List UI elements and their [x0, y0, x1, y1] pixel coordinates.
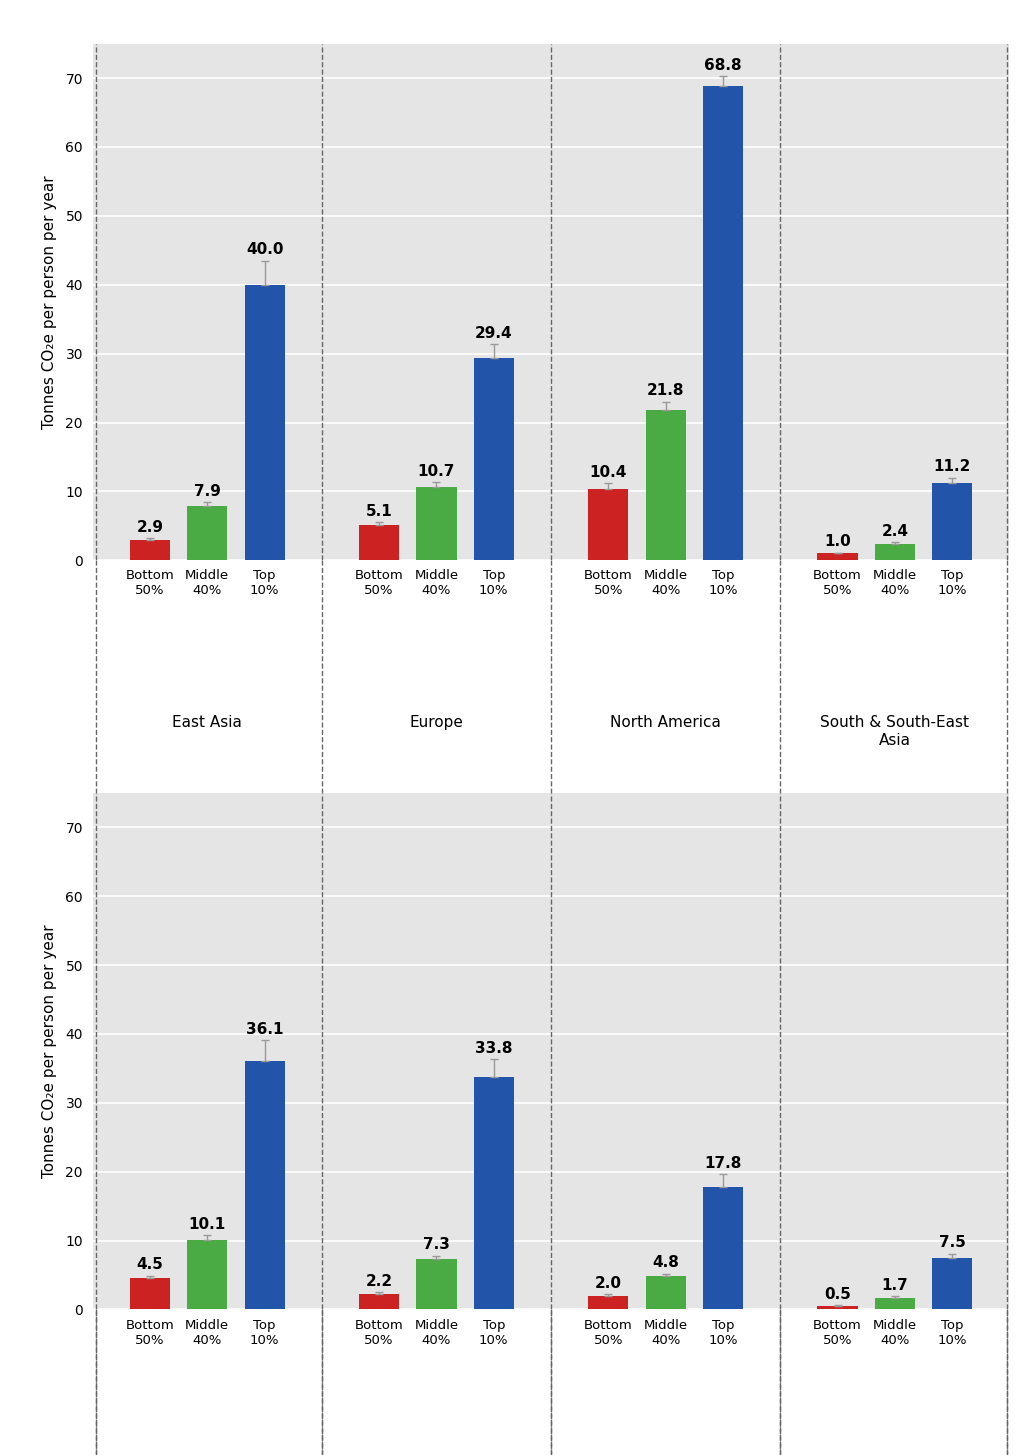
- Text: 68.8: 68.8: [705, 58, 742, 73]
- Text: 2.9: 2.9: [137, 519, 164, 535]
- Text: 1.7: 1.7: [882, 1277, 908, 1293]
- Text: Europe: Europe: [410, 716, 464, 730]
- Bar: [187, 1240, 228, 1310]
- Text: 10.7: 10.7: [418, 464, 455, 479]
- Text: 2.0: 2.0: [595, 1276, 622, 1291]
- Text: 29.4: 29.4: [475, 326, 513, 340]
- Bar: [702, 1187, 743, 1310]
- Text: 2.4: 2.4: [882, 524, 908, 538]
- Text: 21.8: 21.8: [647, 384, 684, 399]
- Text: 17.8: 17.8: [705, 1157, 742, 1171]
- Text: North America: North America: [610, 716, 721, 730]
- Text: 2.2: 2.2: [366, 1273, 392, 1289]
- Bar: [874, 1298, 915, 1310]
- Bar: [702, 86, 743, 560]
- Text: 5.1: 5.1: [366, 503, 392, 519]
- Bar: [359, 525, 400, 560]
- Bar: [646, 1276, 686, 1310]
- Text: 4.5: 4.5: [137, 1257, 164, 1272]
- Text: East Asia: East Asia: [172, 716, 242, 730]
- Text: 7.9: 7.9: [194, 485, 220, 499]
- Bar: [474, 1077, 514, 1310]
- Text: 36.1: 36.1: [246, 1021, 283, 1037]
- Text: 7.3: 7.3: [423, 1237, 450, 1253]
- Bar: [359, 1295, 400, 1310]
- Text: 1.0: 1.0: [824, 534, 851, 550]
- Bar: [874, 544, 915, 560]
- Text: 4.8: 4.8: [652, 1256, 679, 1270]
- Text: 7.5: 7.5: [938, 1235, 965, 1250]
- Bar: [932, 1257, 972, 1310]
- Bar: [932, 483, 972, 560]
- Bar: [130, 540, 170, 560]
- Bar: [244, 1061, 284, 1310]
- Text: 0.5: 0.5: [824, 1286, 851, 1302]
- Bar: [416, 1259, 456, 1310]
- Text: 40.0: 40.0: [246, 242, 283, 258]
- Bar: [588, 489, 628, 560]
- Text: 10.1: 10.1: [188, 1216, 226, 1231]
- Bar: [818, 1307, 858, 1310]
- Bar: [187, 506, 228, 560]
- Bar: [474, 358, 514, 560]
- Text: 11.2: 11.2: [933, 460, 971, 474]
- Bar: [416, 486, 456, 560]
- Y-axis label: Tonnes CO₂e per person per year: Tonnes CO₂e per person per year: [42, 924, 57, 1179]
- Bar: [646, 410, 686, 560]
- Bar: [130, 1279, 170, 1310]
- Y-axis label: Tonnes CO₂e per person per year: Tonnes CO₂e per person per year: [42, 175, 57, 429]
- Bar: [244, 285, 284, 560]
- Text: South & South-East
Asia: South & South-East Asia: [820, 716, 969, 748]
- Text: 33.8: 33.8: [475, 1040, 513, 1056]
- Bar: [818, 553, 858, 560]
- Text: 10.4: 10.4: [589, 464, 627, 480]
- Bar: [588, 1296, 628, 1310]
